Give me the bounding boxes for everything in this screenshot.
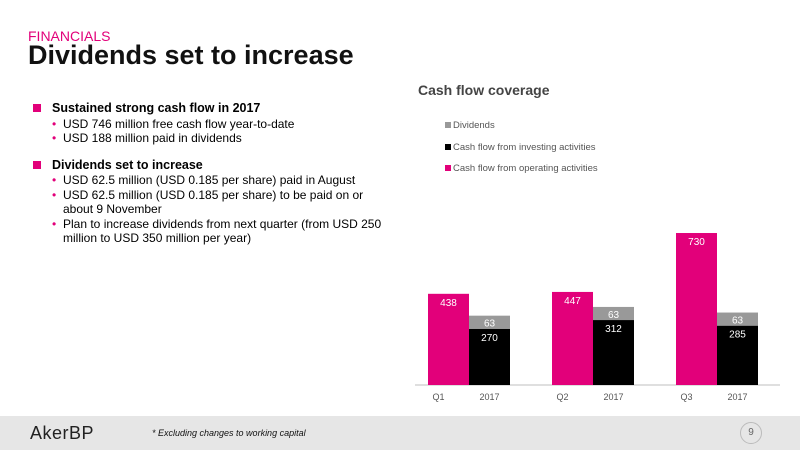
bullet-heading-text: Sustained strong cash flow in 2017 xyxy=(52,101,261,115)
bar-operating xyxy=(676,233,717,385)
dot-bullet-icon: • xyxy=(52,187,57,202)
footer-bar: AkerBP * Excluding changes to working ca… xyxy=(0,416,800,450)
x-tick-label: 2017 xyxy=(727,392,747,402)
legend-swatch xyxy=(445,122,451,128)
data-label-dividends: 63 xyxy=(608,310,620,321)
legend-swatch xyxy=(445,165,451,171)
bar-investing xyxy=(469,328,510,385)
data-label-investing: 285 xyxy=(729,330,746,341)
square-bullet-icon xyxy=(33,160,41,169)
bullet-item-text: USD 188 million paid in dividends xyxy=(63,131,242,145)
section-kicker: FINANCIALS xyxy=(28,28,111,44)
data-label-dividends: 63 xyxy=(732,316,744,327)
data-label-operating: 730 xyxy=(688,237,705,248)
dot-bullet-icon: • xyxy=(52,131,57,145)
legend-label: Cash flow from investing activities xyxy=(453,142,596,153)
bar-dividends xyxy=(593,306,634,321)
bullet-list: Sustained strong cash flow in 2017 • USD … xyxy=(32,101,392,258)
bullet-item: • USD 62.5 million (USD 0.185 per share) … xyxy=(32,173,392,188)
dot-bullet-icon: • xyxy=(52,173,57,187)
data-label-operating: 447 xyxy=(564,296,581,307)
footnote: * Excluding changes to working capital xyxy=(152,428,306,438)
page-number: 9 xyxy=(740,422,762,444)
bar-operating xyxy=(552,291,593,385)
page-title: Dividends set to increase xyxy=(28,40,354,70)
data-label-investing: 312 xyxy=(605,324,622,335)
data-label-dividends: 63 xyxy=(484,319,496,330)
bullet-group-dividends: Dividends set to increase • USD 62.5 mill… xyxy=(32,158,392,246)
cash-flow-chart: 438 270 63 Q1 2017 447 312 63 Q2 2017 730 285 63 Q3 20… xyxy=(415,120,780,402)
x-tick-label: Q2 xyxy=(556,392,568,402)
bar-investing xyxy=(593,320,634,385)
legend-swatch xyxy=(445,144,451,150)
dot-bullet-icon: • xyxy=(52,216,57,231)
x-tick-label: 2017 xyxy=(603,392,623,402)
x-tick-label: Q3 xyxy=(680,392,692,402)
bar-operating xyxy=(428,293,469,385)
bullet-item-text: USD 746 million free cash flow year-to-d… xyxy=(63,116,295,131)
akerbp-logo: AkerBP xyxy=(30,423,95,443)
bar-investing xyxy=(717,325,758,385)
bar-dividends xyxy=(469,315,510,329)
bullet-item-text: USD 62.5 million (USD 0.185 per share) p… xyxy=(63,173,356,187)
legend-label: Dividends xyxy=(453,120,495,131)
bar-dividends xyxy=(717,312,758,326)
data-label-investing: 270 xyxy=(481,333,498,344)
bullet-item: • USD 746 million free cash flow year-to-… xyxy=(32,117,392,132)
bullet-item-text: USD 62.5 million (USD 0.185 per share) t… xyxy=(63,187,364,217)
bullet-item: • USD 188 million paid in dividends xyxy=(32,131,392,146)
dot-bullet-icon: • xyxy=(52,116,57,131)
chart-title: Cash flow coverage xyxy=(418,82,550,98)
legend-label: Cash flow from operating activities xyxy=(453,163,598,174)
bullet-item: • Plan to increase dividends from next qu… xyxy=(32,217,392,246)
bullet-item: • USD 62.5 million (USD 0.185 per share) … xyxy=(32,188,392,217)
x-tick-label: 2017 xyxy=(479,392,499,402)
bullet-heading: Sustained strong cash flow in 2017 xyxy=(32,101,392,116)
bullet-item-text: Plan to increase dividends from next qua… xyxy=(63,216,382,246)
bullet-heading-text: Dividends set to increase xyxy=(52,157,203,172)
data-label-operating: 438 xyxy=(440,298,457,309)
bullet-group-cash-flow: Sustained strong cash flow in 2017 • USD … xyxy=(32,101,392,146)
bullet-heading: Dividends set to increase xyxy=(32,158,392,173)
x-tick-label: Q1 xyxy=(432,392,444,402)
square-bullet-icon xyxy=(33,104,41,112)
